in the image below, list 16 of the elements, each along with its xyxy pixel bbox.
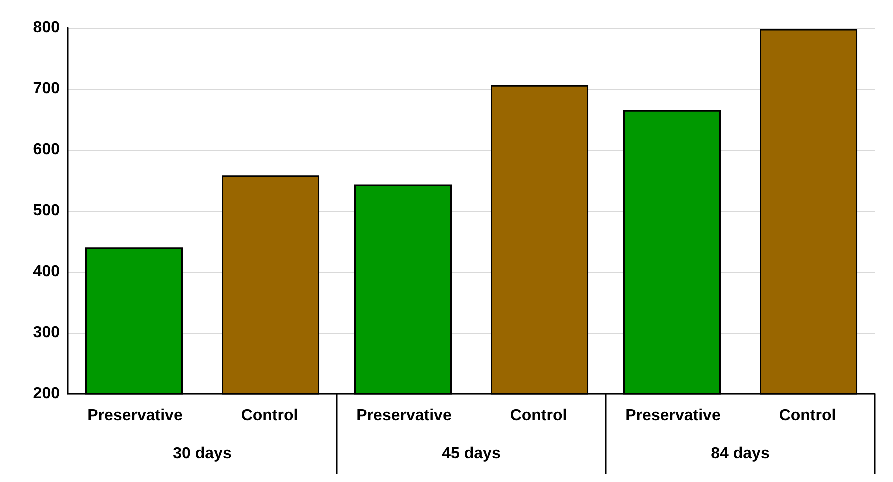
y-tick-label: 200 [33,386,60,402]
x-tick-label: 30 days [173,446,232,462]
x-tick-label: 84 days [711,446,770,462]
text: Preservative [626,408,721,424]
series-label: Preservative [88,408,183,424]
x-tick-label: 45 days [442,446,501,462]
y-tick-label: 700 [33,80,60,98]
y-tick-label: 600 [33,142,60,158]
y-tick-label: 800 [33,20,60,36]
y-tick-label: 300 [33,324,60,342]
text: Preservative [356,408,452,424]
text: Control [779,408,836,424]
y-tick-label: 400 [33,264,60,280]
series-label: Control [241,408,298,424]
text: Control [510,408,568,424]
y-tick-label: 500 [33,202,60,220]
